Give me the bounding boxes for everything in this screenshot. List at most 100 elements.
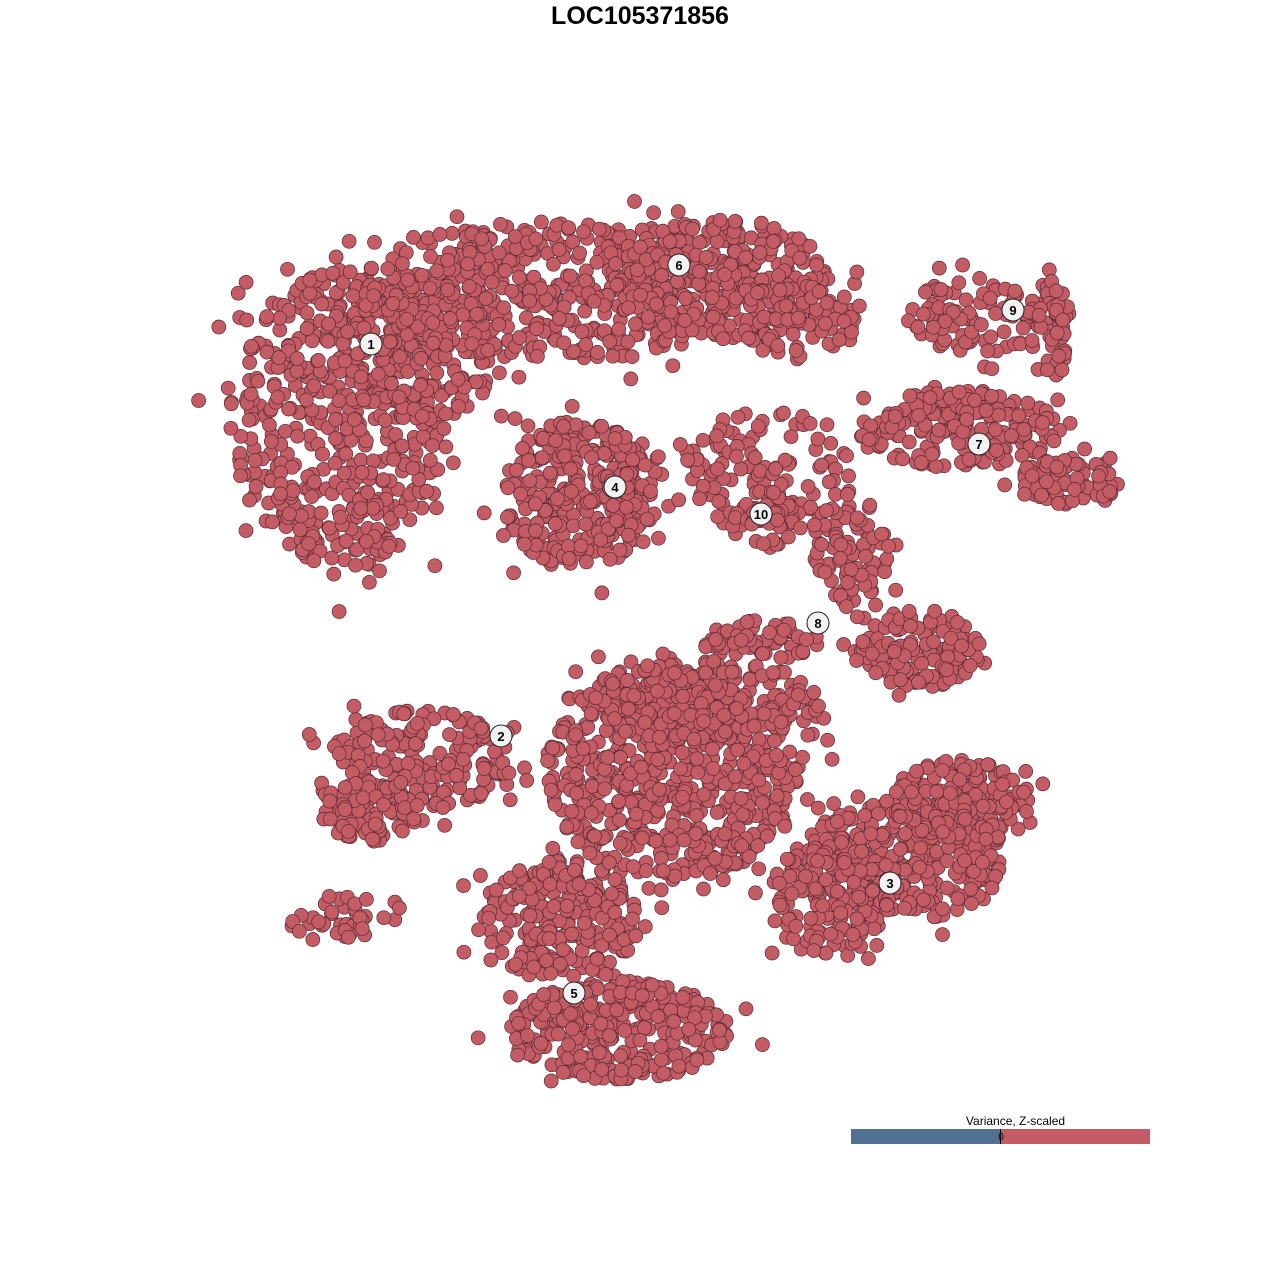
point-cluster-5: [561, 1037, 576, 1053]
point-cluster-1: [302, 272, 318, 288]
point-cluster-8: [911, 674, 926, 690]
point-cluster-5: [508, 956, 523, 972]
point-cluster-6: [442, 311, 458, 326]
point-cluster-2: [408, 736, 423, 751]
point-cluster-1: [338, 533, 354, 549]
point-cluster-3: [957, 811, 973, 827]
point-cluster-1: [332, 509, 348, 525]
point-cluster-8: [893, 672, 908, 688]
point-cluster-2: [455, 751, 471, 767]
point-cluster-4: [593, 532, 609, 548]
point-cluster-4: [643, 483, 658, 499]
point-cluster-4: [568, 417, 584, 433]
point-cluster-5: [533, 1036, 549, 1051]
point-cluster-3: [904, 784, 919, 800]
point-cluster-6: [670, 204, 686, 219]
point-cluster-2: [376, 797, 391, 812]
point-cluster-9: [980, 343, 995, 359]
point-cluster-4: [506, 565, 521, 581]
point-cluster-1: [340, 324, 355, 340]
point-cluster-5: [593, 1016, 609, 1032]
point-cluster-1: [383, 510, 398, 526]
point-cluster-4: [579, 554, 594, 570]
point-cluster-7: [931, 422, 947, 438]
point-cluster-1: [328, 285, 344, 301]
point: [696, 787, 712, 802]
point-cluster-2: [322, 793, 338, 809]
point-cluster-1: [348, 557, 363, 573]
point-cluster-8: [739, 614, 755, 630]
point-cluster-5: [602, 927, 617, 943]
point-cluster-3: [929, 784, 945, 800]
point-cluster-5: [473, 868, 488, 883]
point: [569, 785, 584, 801]
point-cluster-10: [747, 450, 763, 465]
point-cluster-8: [799, 632, 814, 647]
point-cluster-2: [355, 790, 371, 806]
point-cluster-2: [442, 727, 457, 742]
point-cluster-3: [857, 808, 873, 823]
point-cluster-7: [902, 388, 918, 404]
point-cluster-10: [781, 529, 796, 545]
point-cluster-6: [817, 316, 833, 331]
point-cluster-6: [511, 270, 527, 285]
point-cluster-7: [987, 422, 1003, 437]
point-cluster-5: [591, 1045, 607, 1061]
point-cluster-4: [561, 538, 576, 554]
point-cluster-6: [399, 311, 415, 327]
point-cluster-6: [364, 260, 379, 276]
point: [575, 741, 591, 757]
point-cluster-6: [831, 332, 847, 348]
point-cluster-5: [555, 942, 571, 958]
point-cluster-6: [785, 326, 801, 342]
point-cluster-6: [609, 277, 625, 293]
point-cluster-2: [392, 900, 407, 916]
point-cluster-2: [375, 753, 391, 769]
point: [800, 727, 816, 743]
point-cluster-6: [561, 220, 576, 236]
point-cluster-8: [891, 687, 907, 703]
point-cluster-6: [461, 279, 477, 294]
point-cluster-3: [912, 859, 927, 875]
point-cluster-4: [612, 542, 628, 558]
point: [650, 752, 665, 767]
point-cluster-1: [347, 412, 362, 427]
point-cluster-6: [440, 282, 456, 298]
point-cluster-1: [367, 234, 382, 250]
point-cluster-9: [983, 329, 999, 345]
point-cluster-4: [542, 465, 558, 481]
point-cluster-5: [637, 919, 653, 934]
point-cluster-4: [635, 534, 651, 550]
point-cluster-6: [512, 330, 527, 345]
point-cluster-1: [493, 408, 509, 424]
point-cluster-3: [810, 853, 825, 869]
point-cluster-4: [573, 538, 589, 554]
point-cluster-6: [778, 298, 794, 314]
point: [696, 881, 711, 897]
point-cluster-9: [988, 306, 1003, 321]
point-cluster-1: [289, 363, 305, 379]
point-cluster-1: [280, 261, 295, 277]
point-cluster-3: [829, 814, 845, 830]
point-cluster-1: [511, 369, 527, 385]
point-cluster-2: [341, 824, 356, 839]
point-cluster-3: [963, 881, 979, 897]
point: [788, 762, 803, 777]
point-cluster-5: [738, 1001, 754, 1017]
point-cluster-1: [289, 351, 305, 366]
point-cluster-5: [675, 990, 691, 1005]
point-cluster-5: [526, 959, 542, 975]
point: [591, 649, 606, 665]
point-cluster-6: [562, 268, 578, 284]
point-cluster-2: [324, 904, 340, 920]
point-cluster-6: [809, 257, 824, 273]
point: [689, 751, 705, 767]
point-cluster-1: [313, 505, 329, 521]
point-cluster-7: [856, 390, 871, 406]
point-cluster-5: [542, 876, 558, 892]
point-cluster-1: [233, 428, 249, 444]
point-cluster-6: [491, 245, 507, 261]
point-cluster-5: [625, 911, 640, 927]
point-cluster-1: [415, 408, 430, 424]
point-cluster-6: [460, 256, 476, 272]
